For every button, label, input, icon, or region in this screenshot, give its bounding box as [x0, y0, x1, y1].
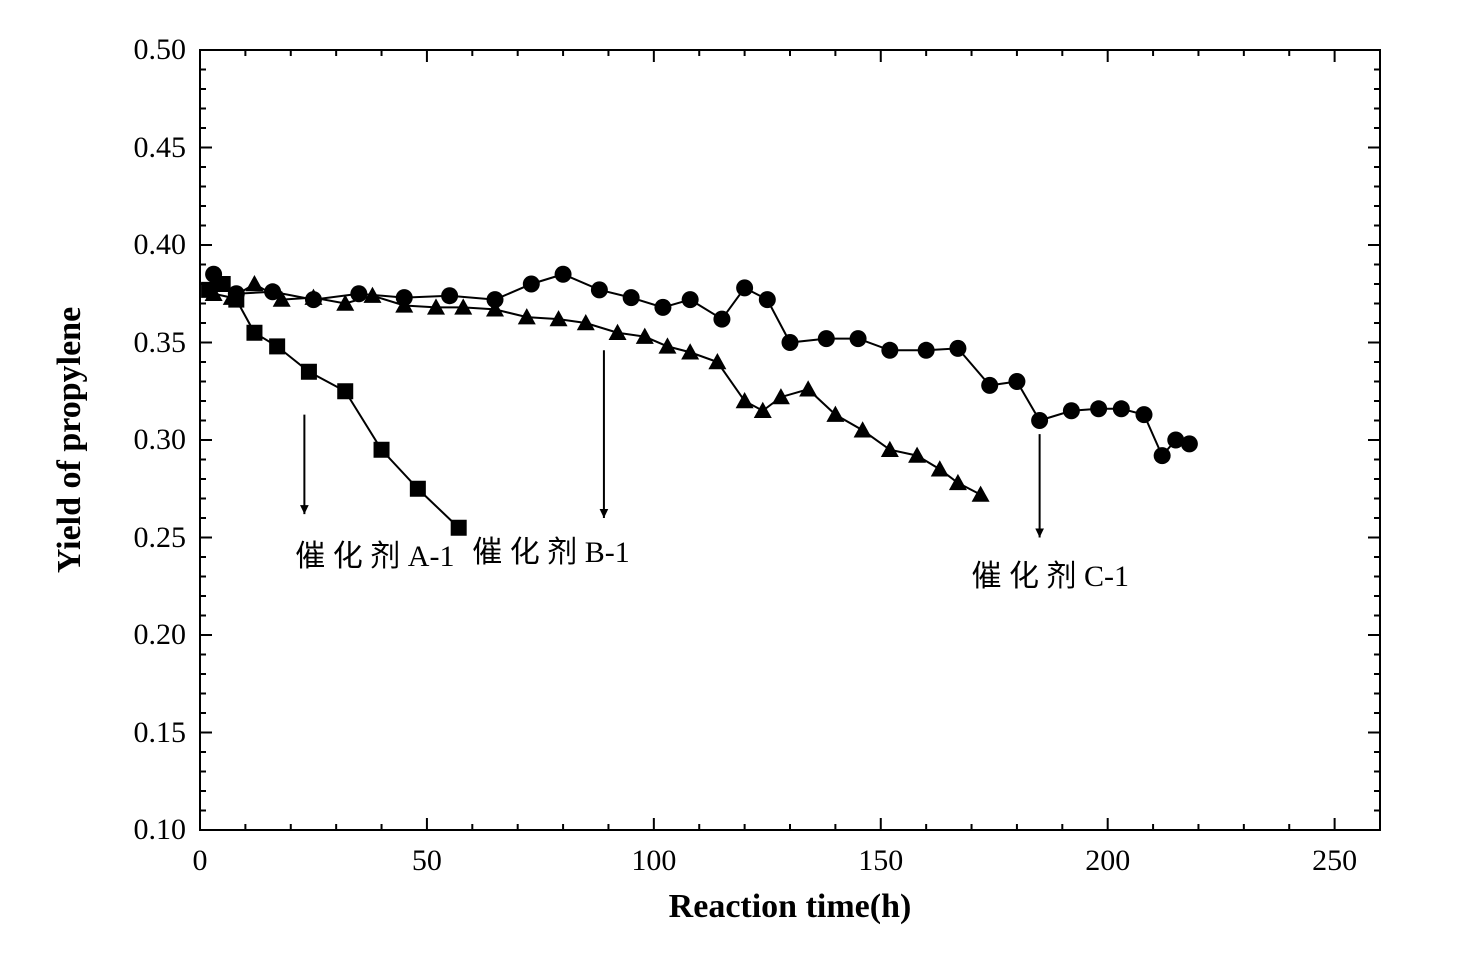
x-tick-label: 0	[193, 844, 208, 878]
x-axis-label: Reaction time(h)	[669, 888, 912, 926]
x-tick-label: 200	[1085, 844, 1130, 878]
x-tick-label: 150	[858, 844, 903, 878]
series-B-1	[205, 275, 990, 502]
y-tick-label: 0.20	[134, 618, 187, 652]
series-C-1	[205, 266, 1198, 464]
x-tick-label: 250	[1312, 844, 1357, 878]
y-tick-label: 0.50	[134, 33, 187, 67]
y-tick-label: 0.15	[134, 716, 187, 750]
y-axis-label: Yield of propylene	[51, 307, 89, 573]
x-tick-label: 50	[412, 844, 442, 878]
annotation-label: 催 化 剂 A-1	[295, 531, 454, 575]
y-tick-label: 0.35	[134, 326, 187, 360]
annotation-label: 催 化 剂 C-1	[972, 551, 1130, 595]
y-tick-label: 0.25	[134, 521, 187, 555]
chart-svg	[0, 0, 1457, 973]
y-tick-label: 0.40	[134, 228, 187, 262]
y-tick-label: 0.45	[134, 131, 187, 165]
x-tick-label: 100	[631, 844, 676, 878]
y-tick-label: 0.10	[134, 813, 187, 847]
y-tick-label: 0.30	[134, 423, 187, 457]
series-A-1	[201, 276, 467, 536]
chart-container: Reaction time(h) Yield of propylene 0 50 1…	[0, 0, 1457, 973]
annotation-label: 催 化 剂 B-1	[472, 527, 630, 571]
